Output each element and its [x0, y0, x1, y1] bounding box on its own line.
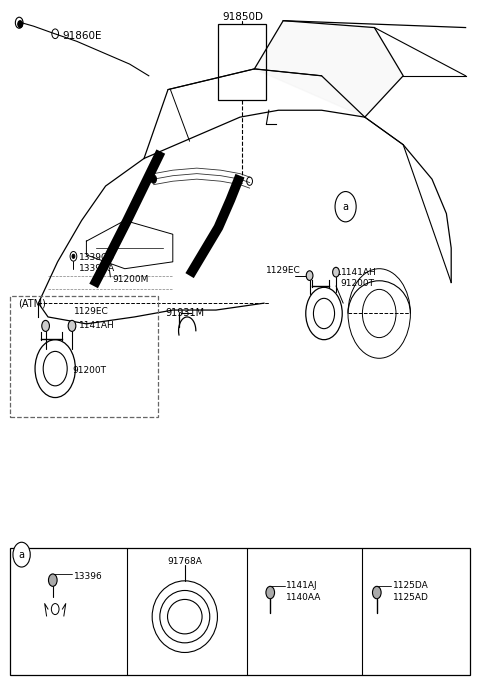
Text: 91860E: 91860E — [62, 31, 102, 41]
Text: 1125DA: 1125DA — [393, 581, 428, 590]
Circle shape — [72, 254, 75, 258]
Circle shape — [151, 175, 156, 183]
Circle shape — [68, 320, 76, 331]
Circle shape — [372, 586, 381, 599]
Text: 1129EC: 1129EC — [74, 307, 109, 316]
Text: a: a — [343, 202, 348, 212]
Bar — [10, 296, 158, 417]
Text: 1339CD: 1339CD — [79, 253, 115, 263]
Text: (ATM): (ATM) — [18, 298, 46, 308]
Text: 91200T: 91200T — [72, 366, 106, 376]
Circle shape — [306, 271, 313, 280]
Text: 13396: 13396 — [74, 572, 103, 582]
Circle shape — [335, 192, 356, 222]
Circle shape — [333, 267, 339, 277]
Circle shape — [13, 542, 30, 567]
Text: 91931M: 91931M — [165, 309, 204, 318]
Bar — [10, 548, 470, 675]
Text: 1141AH: 1141AH — [341, 267, 376, 277]
Text: 1141AJ: 1141AJ — [286, 581, 317, 590]
Circle shape — [266, 586, 275, 599]
Text: 1125AD: 1125AD — [393, 593, 429, 602]
Text: 1140AA: 1140AA — [286, 593, 321, 602]
Text: 1141AH: 1141AH — [79, 320, 115, 330]
Text: 91200T: 91200T — [341, 279, 375, 289]
Text: 1339GA: 1339GA — [79, 264, 115, 274]
Text: 91850D: 91850D — [222, 12, 263, 22]
Text: 91200M: 91200M — [113, 275, 149, 285]
Circle shape — [18, 21, 23, 28]
Circle shape — [42, 320, 49, 331]
Circle shape — [48, 574, 57, 586]
Text: 91768A: 91768A — [168, 557, 202, 566]
Bar — [218, 24, 266, 100]
Text: 1129EC: 1129EC — [266, 265, 301, 275]
Polygon shape — [254, 21, 403, 117]
Text: a: a — [19, 550, 24, 559]
